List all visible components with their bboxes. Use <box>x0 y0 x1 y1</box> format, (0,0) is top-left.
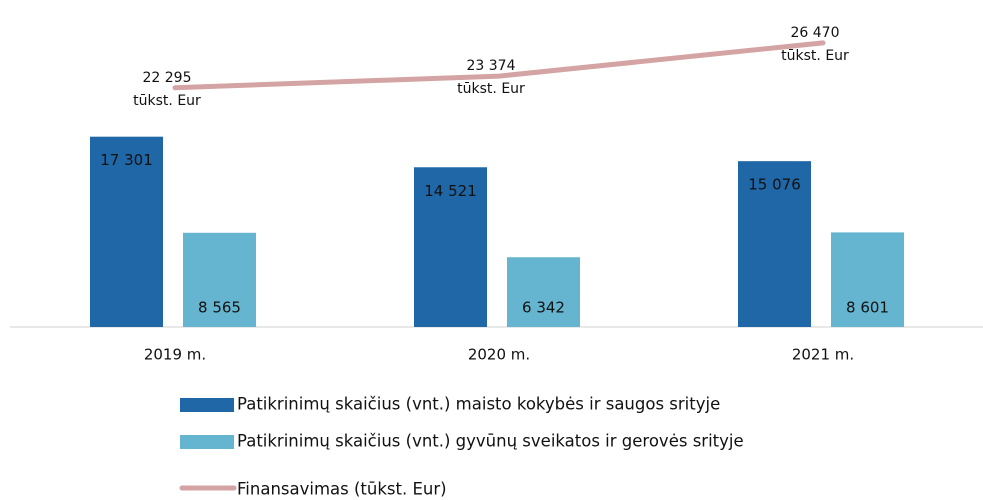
bar <box>831 232 904 327</box>
data-label: 6 342 <box>522 299 565 317</box>
x-tick-label: 2019 m. <box>144 346 206 364</box>
legend-label: Patikrinimų skaičius (vnt.) gyvūnų sveik… <box>237 432 744 451</box>
legend-label: Finansavimas (tūkst. Eur) <box>237 480 447 499</box>
data-label: 22 295 tūkst. Eur <box>133 69 201 109</box>
x-tick-label: 2020 m. <box>468 346 530 364</box>
data-label: 14 521 <box>424 182 477 200</box>
line <box>172 40 826 91</box>
legend-swatch <box>180 398 234 412</box>
data-label: 26 470 tūkst. Eur <box>781 24 849 64</box>
bar <box>414 167 487 327</box>
legend-swatch <box>180 435 234 449</box>
bar <box>738 161 811 327</box>
data-label: 8 601 <box>846 299 889 317</box>
data-label: 23 374 tūkst. Eur <box>457 58 525 98</box>
bar <box>90 136 163 327</box>
data-label: 17 301 <box>100 151 153 169</box>
data-label: 8 565 <box>198 299 241 317</box>
bar <box>507 257 580 327</box>
data-label: 15 076 <box>748 176 801 194</box>
bar <box>183 232 256 327</box>
x-tick-label: 2021 m. <box>792 346 854 364</box>
legend-label: Patikrinimų skaičius (vnt.) maisto kokyb… <box>237 395 720 414</box>
